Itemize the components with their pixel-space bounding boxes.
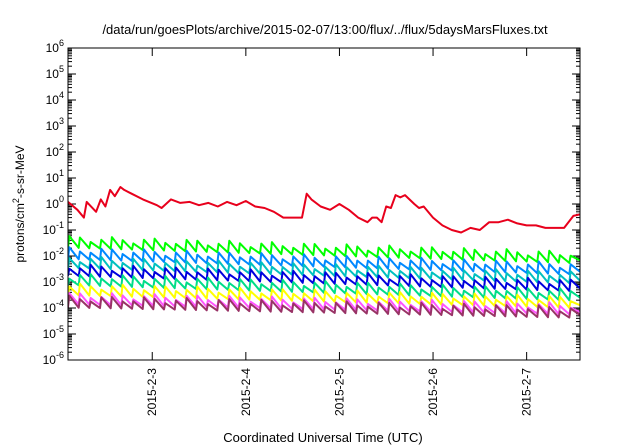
y-tick-label: 10-2 bbox=[43, 246, 64, 263]
x-axis-label: Coordinated Universal Time (UTC) bbox=[223, 430, 422, 445]
y-axis-label: protons/cm2-s-sr-MeV bbox=[11, 145, 27, 262]
series-line-0 bbox=[68, 186, 580, 234]
y-tick-label: 106 bbox=[46, 38, 64, 55]
y-tick-label: 102 bbox=[46, 142, 64, 159]
y-tick-label: 105 bbox=[46, 64, 64, 81]
y-tick-label: 104 bbox=[46, 90, 64, 107]
series-lines bbox=[68, 186, 580, 319]
series-line-8 bbox=[68, 294, 580, 319]
y-tick-label: 103 bbox=[46, 116, 64, 133]
x-tick-label: 2015-2-3 bbox=[145, 368, 159, 416]
axes: 10-6 10-5 10-4 10-3 10-2 10-1 100 101 102 103 104 1… bbox=[43, 38, 580, 416]
y-tick-label: 10-1 bbox=[43, 220, 64, 237]
y-tick-label: 10-4 bbox=[43, 298, 64, 315]
chart-title: /data/run/goesPlots/archive/2015-02-07/1… bbox=[102, 22, 548, 37]
y-tick-label: 101 bbox=[46, 168, 64, 185]
x-tick-label: 2015-2-7 bbox=[520, 368, 534, 416]
x-tick-label: 2015-2-6 bbox=[426, 368, 440, 416]
y-tick-label: 10-3 bbox=[43, 272, 64, 289]
plot-frame bbox=[67, 47, 581, 361]
x-tick-label: 2015-2-4 bbox=[239, 368, 253, 416]
series-line-1 bbox=[68, 235, 580, 264]
y-tick-label: 100 bbox=[46, 194, 64, 211]
y-tick-label: 10-5 bbox=[43, 324, 64, 341]
series-line-4 bbox=[68, 263, 580, 292]
x-tick-label: 2015-2-5 bbox=[332, 368, 346, 416]
y-tick-label: 10-6 bbox=[43, 350, 64, 367]
series-line-5 bbox=[68, 273, 580, 302]
